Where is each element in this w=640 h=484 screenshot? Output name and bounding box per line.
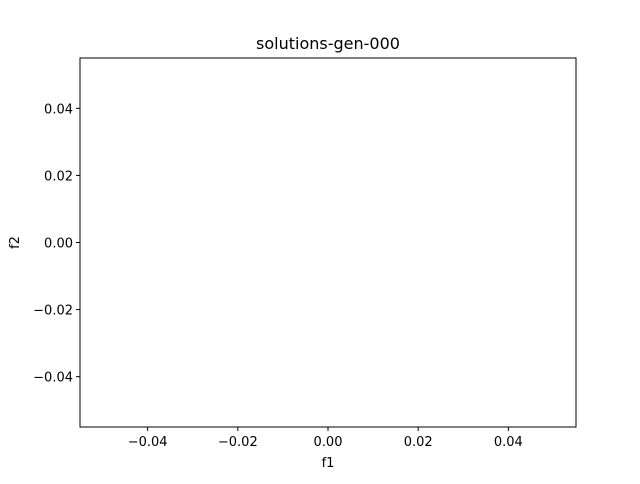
x-tick-label: 0.04 — [494, 435, 523, 450]
y-tick-label: 0.04 — [44, 102, 73, 117]
x-tick-label: −0.04 — [128, 435, 168, 450]
plot-frame — [79, 57, 577, 428]
chart-title: solutions-gen-000 — [256, 34, 400, 53]
y-tick-label: −0.04 — [33, 371, 73, 386]
x-tick-label: 0.00 — [314, 435, 343, 450]
y-tick-label: 0.00 — [44, 237, 73, 252]
x-axis-ticks: −0.04 −0.02 0.00 0.02 0.04 — [128, 427, 523, 450]
y-tick-label: 0.02 — [44, 169, 73, 184]
x-tick-label: 0.02 — [404, 435, 433, 450]
y-axis-ticks: −0.04 −0.02 0.00 0.02 0.04 — [33, 102, 80, 386]
x-axis-label: f1 — [322, 456, 335, 471]
x-tick-label: −0.02 — [218, 435, 258, 450]
y-tick-label: −0.02 — [33, 304, 73, 319]
plot-area — [80, 58, 576, 427]
y-axis-label: f2 — [8, 236, 23, 249]
